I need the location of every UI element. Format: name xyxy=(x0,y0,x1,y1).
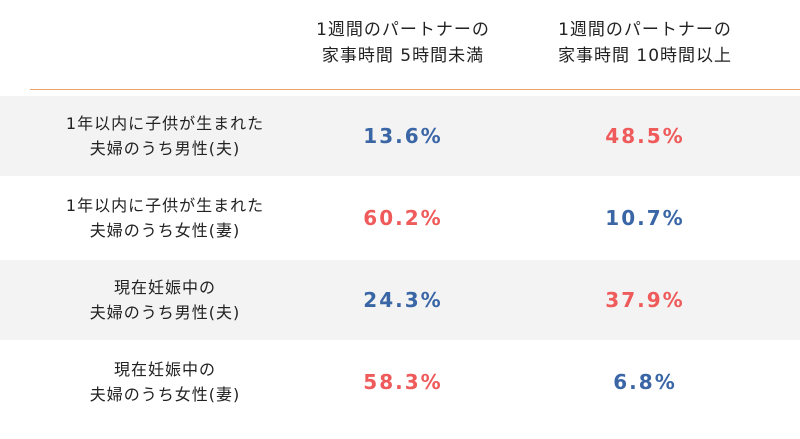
cell-value-over-10-hours: 37.9% xyxy=(605,288,685,312)
table-row: 1年以内に子供が生まれた 夫婦のうち男性(夫) 13.6% 48.5% xyxy=(0,96,800,176)
row-label-line: 1年以内に子供が生まれた xyxy=(65,114,265,133)
row-label: 1年以内に子供が生まれた 夫婦のうち女性(妻) xyxy=(30,178,300,258)
row-label-line: 夫婦のうち女性(妻) xyxy=(89,221,241,240)
table-row: 1年以内に子供が生まれた 夫婦のうち女性(妻) 60.2% 10.7% xyxy=(0,178,800,258)
header-divider xyxy=(30,89,800,90)
row-label-line: 現在妊娠中の xyxy=(113,360,216,379)
cell-value-under-5-hours: 60.2% xyxy=(363,206,443,230)
row-label-line: 夫婦のうち男性(夫) xyxy=(89,139,241,158)
row-label-line: 夫婦のうち女性(妻) xyxy=(89,385,241,404)
table-header: 1週間のパートナーの 家事時間 5時間未満 1週間のパートナーの 家事時間 10… xyxy=(0,0,800,90)
table-body: 1年以内に子供が生まれた 夫婦のうち男性(夫) 13.6% 48.5% 1年以内… xyxy=(0,96,800,424)
table-row: 現在妊娠中の 夫婦のうち女性(妻) 58.3% 6.8% xyxy=(0,342,800,422)
cell-value-under-5-hours: 58.3% xyxy=(363,370,443,394)
cell-value-under-5-hours: 13.6% xyxy=(363,124,443,148)
column-header-line: 家事時間 10時間以上 xyxy=(557,46,733,66)
row-label-line: 1年以内に子供が生まれた xyxy=(65,196,265,215)
cell-value-over-10-hours: 48.5% xyxy=(605,124,685,148)
row-label: 現在妊娠中の 夫婦のうち女性(妻) xyxy=(30,342,300,422)
column-header-line: 家事時間 5時間未満 xyxy=(321,46,485,66)
cell-value-over-10-hours: 6.8% xyxy=(613,370,677,394)
table-row: 現在妊娠中の 夫婦のうち男性(夫) 24.3% 37.9% xyxy=(0,260,800,340)
column-header-under-5-hours: 1週間のパートナーの 家事時間 5時間未満 xyxy=(273,17,533,69)
cell-value-under-5-hours: 24.3% xyxy=(363,288,443,312)
column-header-line: 1週間のパートナーの xyxy=(316,20,490,40)
cell-value-over-10-hours: 10.7% xyxy=(605,206,685,230)
row-label-line: 現在妊娠中の xyxy=(113,278,216,297)
row-label: 現在妊娠中の 夫婦のうち男性(夫) xyxy=(30,260,300,340)
column-header-line: 1週間のパートナーの xyxy=(558,20,732,40)
row-label-line: 夫婦のうち男性(夫) xyxy=(89,303,241,322)
row-label: 1年以内に子供が生まれた 夫婦のうち男性(夫) xyxy=(30,96,300,176)
column-header-over-10-hours: 1週間のパートナーの 家事時間 10時間以上 xyxy=(515,17,775,69)
